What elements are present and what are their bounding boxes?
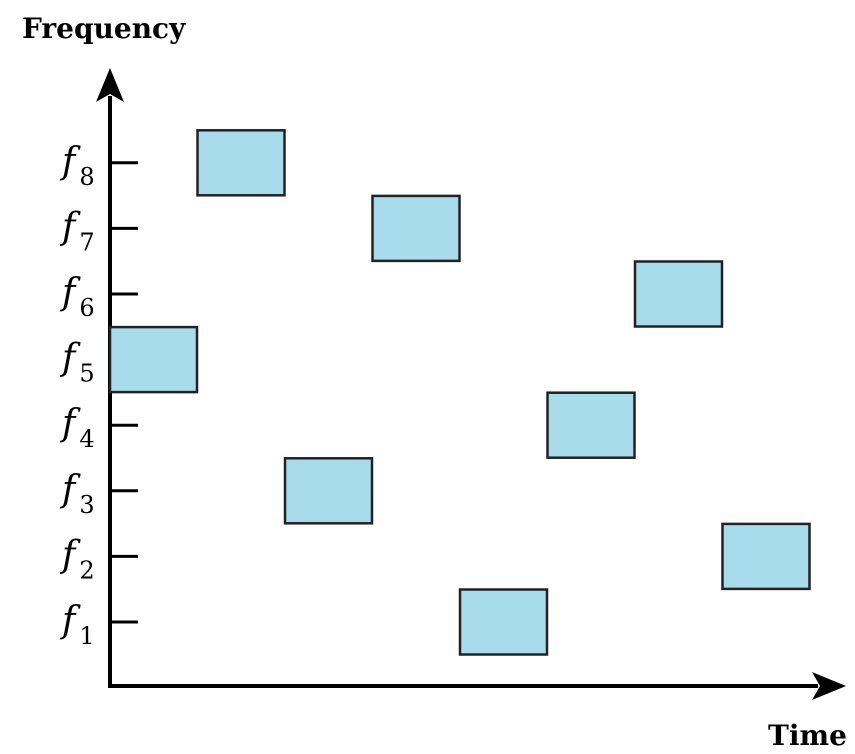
- hop-boxes: [108, 129, 811, 656]
- hop-box: [371, 194, 461, 263]
- hop-box: [458, 588, 549, 656]
- y-axis-title: Frequency: [22, 12, 186, 45]
- x-axis-arrow: [812, 672, 846, 700]
- hop-box: [196, 129, 286, 197]
- y-axis-arrow: [96, 68, 124, 102]
- hop-box: [633, 260, 724, 328]
- hop-box: [283, 457, 374, 525]
- hop-box: [108, 325, 199, 394]
- hop-box: [721, 522, 811, 591]
- frequency-ticks: f 1 f 2 f 3 f 4 f 5 f 6 f 7 f 8: [59, 141, 138, 650]
- x-axis-title: Time: [768, 719, 847, 752]
- hop-box: [546, 391, 636, 459]
